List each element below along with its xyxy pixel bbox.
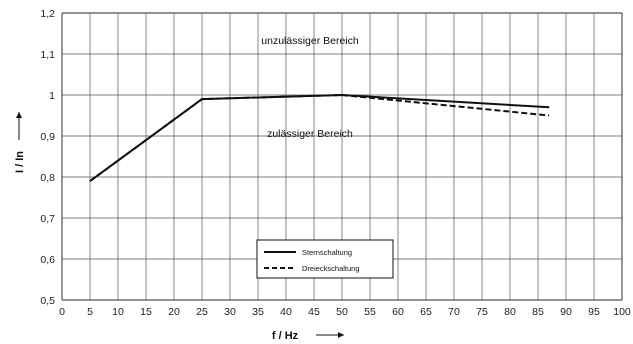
series-line-dreieckschaltung [89,94,550,182]
x-tick-label: 40 [280,306,292,318]
y-tick-label: 0,8 [40,172,55,184]
y-tick-label: 0,6 [40,254,55,266]
x-tick-labels: 0 5 10 15 20 25 30 35 40 45 50 55 60 65 70 75 80 85 90 95 10… [59,306,631,318]
x-tick-label: 5 [87,306,93,318]
x-tick-label: 30 [224,306,236,318]
y-tick-labels: 0,5 0,6 0,7 0,8 0,9 1 1,1 1,2 [40,8,55,307]
x-tick-label: 60 [392,306,404,318]
x-axis-title: f / Hz [272,330,344,342]
y-axis-label: I / In [14,151,26,173]
x-tick-label: 75 [476,306,488,318]
y-axis-title: I / In [14,112,26,173]
x-tick-label: 85 [532,306,544,318]
x-tick-label: 70 [448,306,460,318]
legend-box [256,239,394,279]
x-tick-label: 20 [168,306,180,318]
x-tick-label: 0 [59,306,65,318]
annotation-unzulaessiger-bereich: unzulässiger Bereich [261,35,359,47]
annotation-zulaessiger-bereich: zulässiger Bereich [267,128,353,140]
x-tick-label: 35 [252,306,264,318]
x-tick-label: 50 [336,306,348,318]
x-tick-label: 45 [308,306,320,318]
series-layer [89,94,550,182]
x-tick-label: 65 [420,306,432,318]
x-tick-label: 25 [196,306,208,318]
x-tick-label: 80 [504,306,516,318]
legend: Sternschaltung Dreieckschaltung [256,239,394,279]
x-tick-label: 15 [140,306,152,318]
x-tick-label: 90 [560,306,572,318]
y-tick-label: 1,2 [40,8,55,20]
y-tick-label: 0,9 [40,131,55,143]
y-tick-label: 1,1 [40,49,55,61]
legend-label-sternschaltung: Sternschaltung [302,248,352,257]
x-tick-label: 95 [588,306,600,318]
x-tick-label: 100 [613,306,631,318]
y-tick-label: 0,5 [40,295,55,307]
x-axis-label: f / Hz [272,330,299,342]
x-tick-label: 55 [364,306,376,318]
x-tick-label: 10 [112,306,124,318]
legend-label-dreieckschaltung: Dreieckschaltung [302,264,360,273]
y-tick-label: 1 [49,90,55,102]
grid [61,12,623,301]
y-tick-label: 0,7 [40,213,55,225]
